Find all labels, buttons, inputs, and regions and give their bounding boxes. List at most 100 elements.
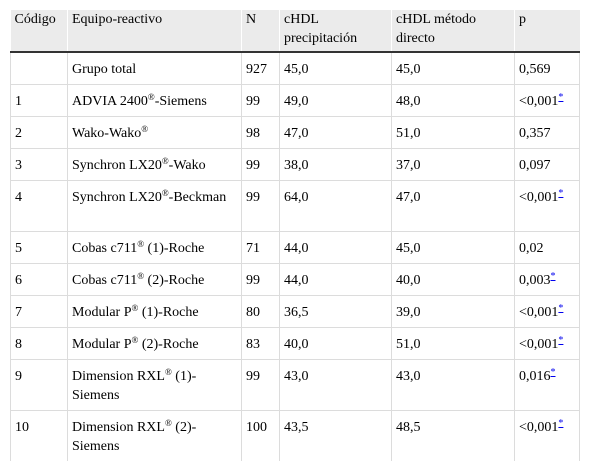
p-value: 0,02 bbox=[519, 241, 544, 256]
cell-n: 99 bbox=[242, 264, 280, 296]
p-value: 0,016 bbox=[519, 369, 551, 384]
cell-p: <0,001* bbox=[515, 328, 580, 360]
cell-precipitacion: 40,0 bbox=[280, 328, 392, 360]
cell-directo: 45,0 bbox=[392, 232, 515, 264]
cell-equipo: Cobas c711® (1)-Roche bbox=[68, 232, 242, 264]
registered-mark: ® bbox=[148, 92, 155, 102]
cell-directo: 48,5 bbox=[392, 411, 515, 461]
registered-mark: ® bbox=[162, 156, 169, 166]
cell-equipo: Modular P® (2)-Roche bbox=[68, 328, 242, 360]
cell-p: <0,001* bbox=[515, 181, 580, 232]
cell-p: 0,02 bbox=[515, 232, 580, 264]
header-codigo: Código bbox=[11, 10, 68, 52]
cell-directo: 51,0 bbox=[392, 117, 515, 149]
cell-p: 0,097 bbox=[515, 149, 580, 181]
equipo-suffix: (1)-Roche bbox=[144, 241, 204, 256]
cell-equipo: Wako-Wako® bbox=[68, 117, 242, 149]
results-table: Código Equipo-reactivo N cHDL precipitac… bbox=[10, 10, 580, 461]
equipo-name: Dimension RXL bbox=[72, 420, 165, 435]
cell-equipo: ADVIA 2400®-Siemens bbox=[68, 85, 242, 117]
p-value: <0,001 bbox=[519, 305, 558, 320]
cell-p: <0,001* bbox=[515, 411, 580, 461]
equipo-name: Cobas c711 bbox=[72, 241, 137, 256]
cell-n: 100 bbox=[242, 411, 280, 461]
cell-n: 99 bbox=[242, 181, 280, 232]
cell-codigo: 2 bbox=[11, 117, 68, 149]
registered-mark: ® bbox=[165, 418, 172, 428]
cell-directo: 37,0 bbox=[392, 149, 515, 181]
cell-precipitacion: 47,0 bbox=[280, 117, 392, 149]
p-value: 0,357 bbox=[519, 126, 551, 141]
cell-codigo bbox=[11, 52, 68, 85]
cell-equipo: Dimension RXL® (1)-Siemens bbox=[68, 360, 242, 411]
significance-footnote-link[interactable]: * bbox=[558, 303, 563, 314]
header-directo: cHDL método directo bbox=[392, 10, 515, 52]
equipo-name: Synchron LX20 bbox=[72, 190, 162, 205]
significance-footnote-link[interactable]: * bbox=[558, 335, 563, 346]
equipo-suffix: -Wako bbox=[169, 158, 206, 173]
p-value: <0,001 bbox=[519, 337, 558, 352]
cell-p: 0,003* bbox=[515, 264, 580, 296]
significance-footnote-link[interactable]: * bbox=[558, 188, 563, 199]
cell-precipitacion: 64,0 bbox=[280, 181, 392, 232]
cell-n: 98 bbox=[242, 117, 280, 149]
cell-equipo: Synchron LX20®-Beckman bbox=[68, 181, 242, 232]
cell-directo: 40,0 bbox=[392, 264, 515, 296]
cell-n: 927 bbox=[242, 52, 280, 85]
significance-footnote-link[interactable]: * bbox=[551, 271, 556, 282]
header-row: Código Equipo-reactivo N cHDL precipitac… bbox=[11, 10, 580, 52]
registered-mark: ® bbox=[162, 188, 169, 198]
cell-equipo: Grupo total bbox=[68, 52, 242, 85]
p-value: 0,003 bbox=[519, 273, 551, 288]
equipo-name: Grupo total bbox=[72, 62, 136, 77]
equipo-suffix: (1)-Roche bbox=[138, 305, 198, 320]
cell-precipitacion: 44,0 bbox=[280, 264, 392, 296]
cell-p: 0,016* bbox=[515, 360, 580, 411]
cell-directo: 47,0 bbox=[392, 181, 515, 232]
cell-codigo: 3 bbox=[11, 149, 68, 181]
p-value: <0,001 bbox=[519, 420, 558, 435]
cell-codigo: 9 bbox=[11, 360, 68, 411]
equipo-name: Modular P bbox=[72, 337, 132, 352]
cell-codigo: 5 bbox=[11, 232, 68, 264]
p-value: <0,001 bbox=[519, 94, 558, 109]
registered-mark: ® bbox=[165, 367, 172, 377]
cell-codigo: 7 bbox=[11, 296, 68, 328]
cell-equipo: Dimension RXL® (2)-Siemens bbox=[68, 411, 242, 461]
cell-n: 83 bbox=[242, 328, 280, 360]
cell-codigo: 4 bbox=[11, 181, 68, 232]
cell-precipitacion: 44,0 bbox=[280, 232, 392, 264]
equipo-name: ADVIA 2400 bbox=[72, 94, 148, 109]
cell-n: 99 bbox=[242, 149, 280, 181]
p-value: 0,569 bbox=[519, 62, 551, 77]
equipo-suffix: -Siemens bbox=[155, 94, 207, 109]
equipo-suffix: -Beckman bbox=[169, 190, 227, 205]
cell-p: 0,569 bbox=[515, 52, 580, 85]
significance-footnote-link[interactable]: * bbox=[558, 418, 563, 429]
cell-n: 71 bbox=[242, 232, 280, 264]
cell-codigo: 10 bbox=[11, 411, 68, 461]
cell-n: 80 bbox=[242, 296, 280, 328]
cell-codigo: 1 bbox=[11, 85, 68, 117]
cell-directo: 51,0 bbox=[392, 328, 515, 360]
equipo-name: Cobas c711 bbox=[72, 273, 137, 288]
p-value: 0,097 bbox=[519, 158, 551, 173]
equipo-name: Modular P bbox=[72, 305, 132, 320]
cell-directo: 45,0 bbox=[392, 52, 515, 85]
cell-directo: 43,0 bbox=[392, 360, 515, 411]
significance-footnote-link[interactable]: * bbox=[558, 92, 563, 103]
p-value: <0,001 bbox=[519, 190, 558, 205]
results-table-container: Código Equipo-reactivo N cHDL precipitac… bbox=[10, 10, 579, 461]
significance-footnote-link[interactable]: * bbox=[551, 367, 556, 378]
cell-directo: 39,0 bbox=[392, 296, 515, 328]
equipo-name: Dimension RXL bbox=[72, 369, 165, 384]
cell-equipo: Modular P® (1)-Roche bbox=[68, 296, 242, 328]
cell-p: <0,001* bbox=[515, 296, 580, 328]
